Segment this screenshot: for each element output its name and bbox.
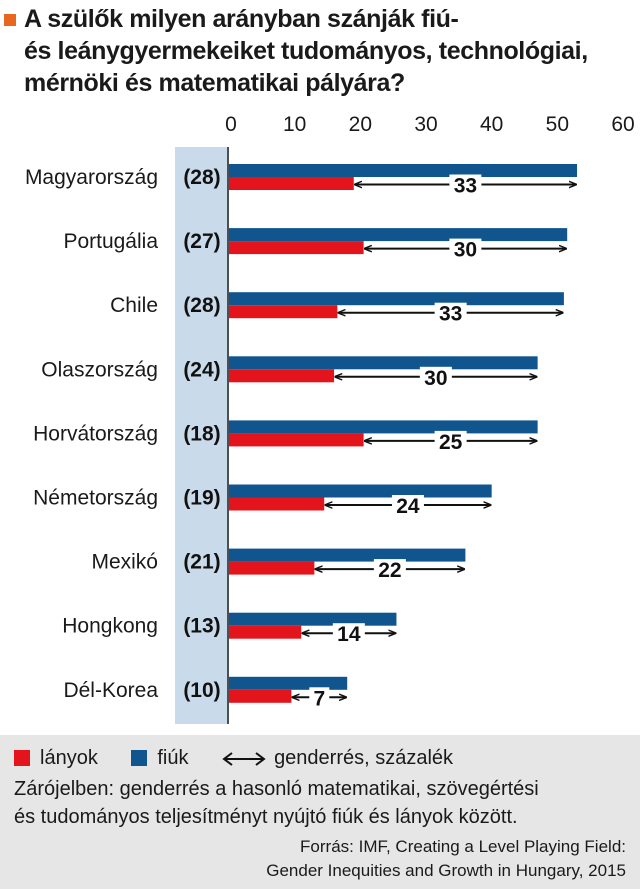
- parenthetical-value: (28): [183, 166, 220, 189]
- bar-girls: [229, 561, 315, 575]
- legend-girls-label: lányok: [40, 747, 98, 769]
- parenthetical-value: (13): [183, 615, 220, 638]
- legend-item-boys: fiúk: [131, 743, 189, 773]
- title-line-3: mérnöki és matematikai pályára?: [24, 69, 405, 97]
- gap-label-bg: [309, 687, 330, 708]
- category-label: Dél-Korea: [63, 679, 158, 702]
- bar-girls: [229, 497, 325, 511]
- parenthetical-column: [175, 147, 229, 724]
- source: Forrás: IMF, Creating a Level Playing Fi…: [66, 835, 626, 883]
- gap-label-bg: [391, 495, 424, 515]
- gap-label-bg: [419, 366, 452, 387]
- title-line-2: és leánygyermekeiket tudományos, technol…: [24, 37, 588, 65]
- bar-boys: [229, 484, 492, 498]
- bar-girls: [229, 305, 338, 319]
- gap-label: 25: [439, 431, 463, 454]
- boys-swatch: [131, 750, 148, 766]
- bar-boys: [229, 228, 568, 242]
- category-label: Magyarország: [25, 166, 158, 189]
- bar-girls: [229, 369, 335, 383]
- note: Zárójelben: genderrés a hasonló matemati…: [14, 775, 634, 831]
- bar-girls: [229, 625, 302, 639]
- title-line-1: A szülők milyen arányban szánják fiú-: [24, 5, 459, 33]
- title-marker: [4, 14, 16, 26]
- category-label: Olaszország: [41, 358, 158, 381]
- bar-girls: [229, 241, 364, 255]
- note-line-1: Zárójelben: genderrés a hasonló matemati…: [14, 778, 539, 800]
- legend: lányok fiúk genderrés, százalék: [14, 743, 481, 773]
- legend-gap-label: genderrés, százalék: [274, 747, 454, 769]
- gap-label-bg: [449, 174, 482, 195]
- category-label: Mexikó: [91, 551, 158, 574]
- category-label: Hongkong: [62, 615, 158, 638]
- bar-girls: [229, 433, 364, 447]
- x-tick-label: 50: [546, 113, 569, 136]
- gap-label: 30: [424, 367, 447, 390]
- category-label: Portugália: [63, 230, 158, 253]
- bar-girls: [229, 689, 292, 703]
- bar-boys: [229, 164, 578, 177]
- gap-label: 33: [439, 303, 462, 326]
- parenthetical-value: (27): [183, 230, 220, 253]
- gap-label-bg: [332, 623, 365, 644]
- parenthetical-value: (21): [183, 551, 220, 574]
- legend-item-girls: lányok: [14, 743, 98, 773]
- bar-boys: [229, 420, 538, 434]
- x-tick-label: 30: [414, 113, 437, 136]
- x-tick-label: 20: [349, 113, 372, 136]
- bar-boys: [229, 612, 397, 626]
- gap-label-bg: [434, 302, 467, 323]
- parenthetical-value: (28): [183, 294, 220, 317]
- gap-label: 30: [454, 239, 477, 262]
- gap-label-bg: [449, 238, 482, 259]
- category-label: Horvátország: [33, 422, 158, 445]
- x-tick-label: 10: [283, 113, 306, 136]
- source-line-2: Gender Inequities and Growth in Hungary,…: [266, 861, 626, 880]
- category-label: Németország: [33, 487, 158, 510]
- bar-boys: [229, 676, 348, 690]
- parenthetical-value: (24): [183, 358, 220, 381]
- bar-chart: 0 10 20 30 40 50 60 33 Magyarország (28) 30 Portug…: [25, 113, 635, 724]
- gap-label-bg: [373, 559, 406, 580]
- bar-boys: [229, 356, 538, 370]
- girls-swatch: [14, 750, 30, 766]
- x-tick-label: 60: [611, 113, 634, 136]
- parenthetical-value: (19): [183, 487, 220, 510]
- gap-label: 7: [313, 687, 325, 710]
- parenthetical-value: (10): [183, 679, 220, 702]
- category-label: Chile: [110, 294, 158, 317]
- gap-label: 24: [396, 495, 420, 518]
- legend-boys-label: fiúk: [157, 747, 189, 769]
- gap-label: 33: [454, 175, 477, 198]
- double-arrow-icon: [222, 752, 266, 766]
- bar-girls: [229, 177, 354, 190]
- note-line-2: és tudományos teljesítményt nyújtó fiúk …: [14, 806, 518, 828]
- source-line-1: Forrás: IMF, Creating a Level Playing Fi…: [300, 837, 626, 856]
- bar-boys: [229, 292, 564, 306]
- parenthetical-value: (18): [183, 422, 220, 445]
- chart-title: A szülők milyen arányban szánják fiú- és…: [24, 3, 634, 99]
- x-tick-label: 0: [225, 113, 237, 136]
- bar-boys: [229, 548, 466, 562]
- legend-panel: lányok fiúk genderrés, százalék Zárójelb…: [0, 735, 640, 889]
- gap-label: 14: [337, 623, 361, 646]
- gap-label: 22: [378, 559, 401, 582]
- gap-label-bg: [434, 430, 467, 451]
- x-tick-label: 40: [480, 113, 503, 136]
- legend-item-gap: genderrés, százalék: [222, 743, 453, 773]
